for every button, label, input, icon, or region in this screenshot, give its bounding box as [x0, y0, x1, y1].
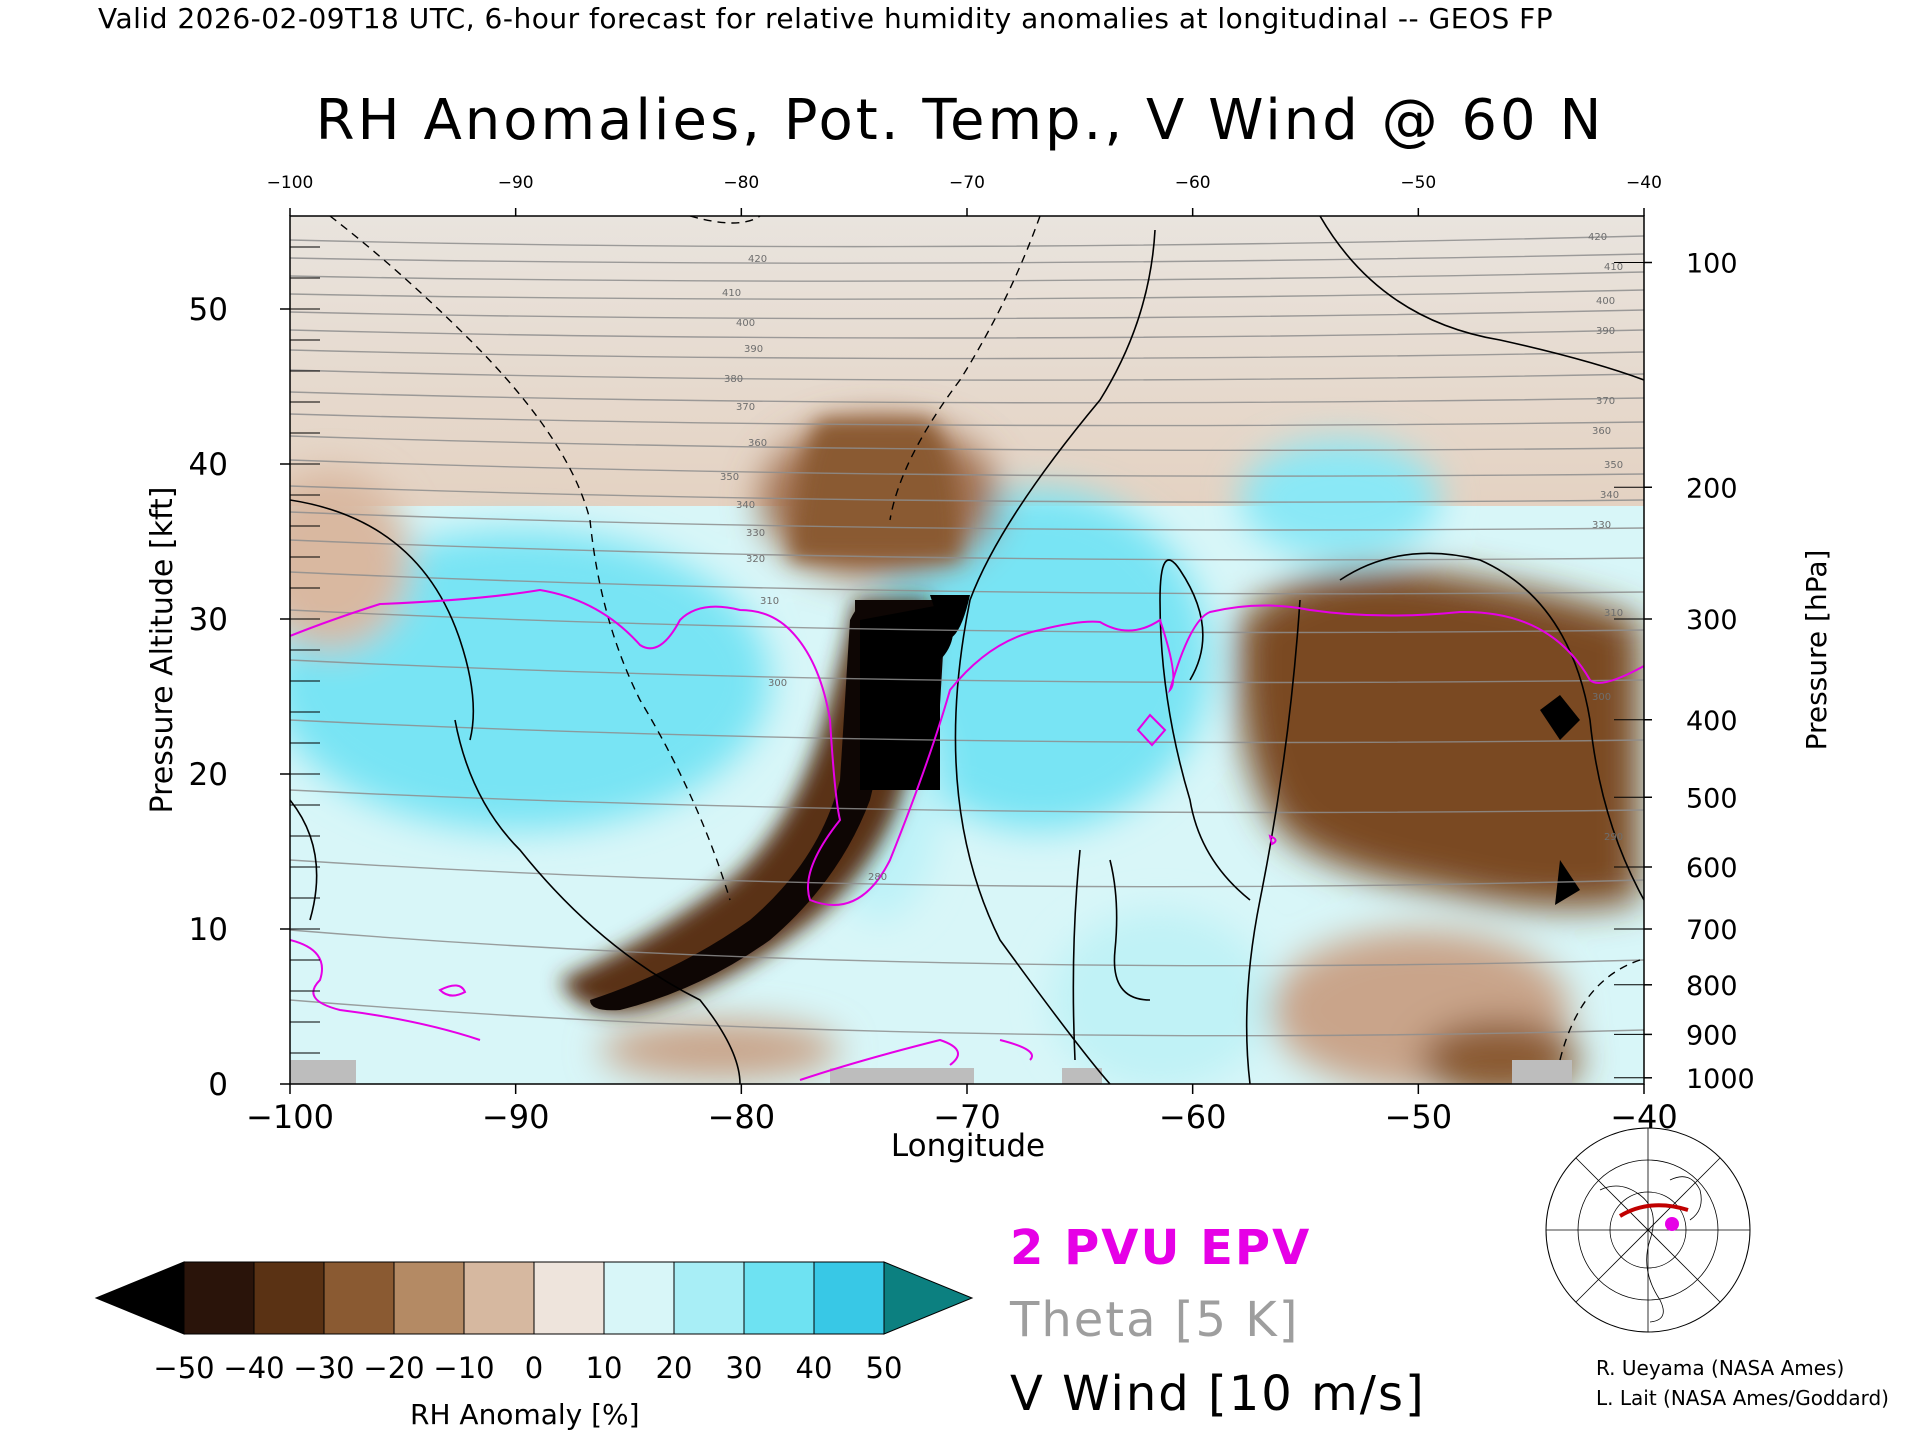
colorbar-swatch	[673, 1261, 745, 1335]
header-text: Valid 2026-02-09T18 UTC, 6-hour forecast…	[98, 2, 1554, 35]
x-tick-label-top: −40	[1626, 173, 1662, 193]
y-tick-label-right: 500	[1686, 783, 1738, 814]
colorbar-swatch	[183, 1261, 255, 1335]
y-tick-label-right: 800	[1686, 971, 1738, 1002]
colorbar-label: RH Anomaly [%]	[410, 1398, 640, 1431]
x-tick-label: −80	[708, 1098, 776, 1136]
colorbar-tick-label: −20	[363, 1351, 424, 1385]
svg-text:330: 330	[746, 528, 765, 539]
svg-text:410: 410	[1604, 262, 1623, 273]
chart-title: RH Anomalies, Pot. Temp., V Wind @ 60 N	[315, 88, 1605, 153]
y-tick-label-left: 30	[189, 602, 228, 638]
x-tick-label-top: −100	[267, 173, 314, 193]
y-axis-label-left: Pressure Altitude [kft]	[145, 487, 180, 814]
y-tick-label-right: 1000	[1686, 1064, 1755, 1095]
x-tick-label: −50	[1385, 1098, 1453, 1136]
x-tick-label-top: −80	[723, 173, 759, 193]
rh-field: 420 410 400 390 380 370 360 350 340 330 320 31…	[290, 216, 1644, 1084]
x-tick-label-top: −70	[949, 173, 985, 193]
colorbar-tick-label: −30	[293, 1351, 354, 1385]
colorbar-under-arrow	[94, 1261, 185, 1335]
y-tick-label-right: 600	[1686, 853, 1738, 884]
svg-text:310: 310	[760, 596, 779, 607]
svg-text:280: 280	[868, 872, 887, 883]
credit-line: R. Ueyama (NASA Ames)	[1596, 1356, 1845, 1380]
svg-text:330: 330	[1592, 520, 1611, 531]
svg-text:420: 420	[1588, 232, 1607, 243]
colorbar-swatch	[743, 1261, 815, 1335]
x-tick-label-top: −60	[1175, 173, 1211, 193]
y-tick-label-right: 700	[1686, 915, 1738, 946]
svg-text:320: 320	[746, 554, 765, 565]
y-tick-label-left: 20	[189, 757, 228, 793]
y-tick-label-left: 40	[189, 447, 228, 483]
y-tick-label-right: 900	[1686, 1020, 1738, 1051]
colorbar-swatch	[323, 1261, 395, 1335]
legend-vwind: V Wind [10 m/s]	[1010, 1366, 1426, 1422]
colorbar-swatch	[603, 1261, 675, 1335]
y-tick-label-right: 400	[1686, 706, 1738, 737]
x-tick-label: −90	[482, 1098, 550, 1136]
colorbar-tick-label: −40	[223, 1351, 284, 1385]
colorbar-swatch	[253, 1261, 325, 1335]
svg-text:360: 360	[1592, 426, 1611, 437]
colorbar-tick-label: −50	[153, 1351, 214, 1385]
colorbar-tick-label: 20	[656, 1351, 693, 1385]
y-tick-label-right: 200	[1686, 473, 1738, 504]
svg-text:380: 380	[724, 374, 743, 385]
x-tick-label: −60	[1159, 1098, 1227, 1136]
x-tick-label-top: −90	[498, 173, 534, 193]
y-tick-label-left: 10	[189, 912, 228, 948]
location-map	[1545, 1127, 1751, 1333]
colorbar-tick-label: 10	[586, 1351, 623, 1385]
svg-text:390: 390	[1596, 326, 1615, 337]
svg-text:310: 310	[1604, 608, 1623, 619]
svg-text:300: 300	[1592, 692, 1611, 703]
x-tick-label: −70	[933, 1098, 1001, 1136]
svg-text:390: 390	[744, 344, 763, 355]
svg-text:340: 340	[1600, 490, 1619, 501]
svg-text:300: 300	[768, 678, 787, 689]
legend-epv: 2 PVU EPV	[1010, 1220, 1312, 1276]
svg-text:370: 370	[736, 402, 755, 413]
svg-text:410: 410	[722, 288, 741, 299]
y-tick-label-right: 100	[1686, 249, 1738, 280]
colorbar-over-arrow	[883, 1261, 974, 1335]
colorbar-swatch	[463, 1261, 535, 1335]
x-tick-label-top: −50	[1400, 173, 1436, 193]
svg-text:370: 370	[1596, 396, 1615, 407]
colorbar: −50 −40 −30 −20 −10 0 10 20 30 40 50	[94, 1261, 974, 1385]
y-tick-label-left: 50	[189, 292, 228, 328]
credit-line: L. Lait (NASA Ames/Goddard)	[1596, 1386, 1889, 1410]
colorbar-tick-label: 40	[796, 1351, 833, 1385]
colorbar-tick-label: −10	[433, 1351, 494, 1385]
x-axis-label: Longitude	[891, 1128, 1045, 1164]
svg-text:420: 420	[748, 254, 767, 265]
colorbar-swatch	[393, 1261, 465, 1335]
svg-text:400: 400	[1596, 296, 1615, 307]
colorbar-tick-label: 30	[726, 1351, 763, 1385]
svg-text:290: 290	[1604, 832, 1623, 843]
legend-theta: Theta [5 K]	[1010, 1292, 1300, 1348]
y-tick-label-right: 300	[1686, 605, 1738, 636]
colorbar-tick-label: 50	[866, 1351, 903, 1385]
x-tick-label: −100	[246, 1098, 334, 1136]
svg-text:350: 350	[720, 472, 739, 483]
svg-text:350: 350	[1604, 460, 1623, 471]
colorbar-swatch	[813, 1261, 885, 1335]
colorbar-swatch	[533, 1261, 605, 1335]
svg-text:340: 340	[736, 500, 755, 511]
axes: −100 −100 −90 −90 −80 −80 −70 −70 −60 −60 −50 −50 −4…	[145, 173, 1833, 1164]
y-axis-label-right: Pressure [hPa]	[1800, 550, 1833, 751]
y-tick-label-left: 0	[208, 1067, 228, 1103]
colorbar-tick-label: 0	[525, 1351, 543, 1385]
svg-text:360: 360	[748, 438, 767, 449]
svg-text:400: 400	[736, 318, 755, 329]
